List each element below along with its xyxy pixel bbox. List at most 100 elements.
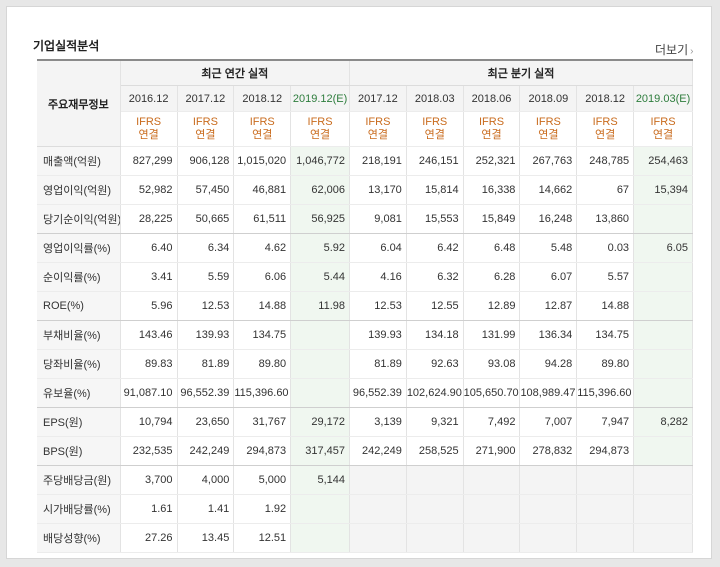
consolidated-label: 연결 xyxy=(481,129,502,141)
table-row: 당기순이익(억원) 28,225 50,665 61,511 56,925 9,081 15… xyxy=(37,204,693,234)
annual-value-cell: 12.53 xyxy=(177,291,235,321)
quarter-value-cell: 5.57 xyxy=(576,262,635,292)
quarter-value-cell: 218,191 xyxy=(349,146,407,176)
consolidated-label: 연결 xyxy=(309,129,331,141)
row-label: 시가배당률(%) xyxy=(37,494,121,524)
quarter-value-cell xyxy=(463,523,521,553)
quarter-value-cell: 7,492 xyxy=(463,407,521,437)
annual-value-cell: 89.83 xyxy=(120,349,178,379)
quarter-value-cell: 16,248 xyxy=(519,204,578,234)
consolidated-label: 연결 xyxy=(195,129,216,141)
quarter-value-cell: 271,900 xyxy=(463,436,521,466)
annual-value-cell: 906,128 xyxy=(177,146,235,176)
annual-value-cell: 317,457 xyxy=(290,436,350,466)
quarter-value-cell: 6.32 xyxy=(406,262,464,292)
table-row: 부채비율(%) 143.46 139.93 134.75 139.93 134.18 131… xyxy=(37,320,693,350)
quarter-value-cell: 81.89 xyxy=(349,349,407,379)
table-row: 유보율(%) 91,087.10 96,552.39 115,396.60 96,552… xyxy=(37,378,693,408)
row-label: 배당성향(%) xyxy=(37,523,121,553)
row-label: 유보율(%) xyxy=(37,378,121,408)
more-link[interactable]: 더보기 › xyxy=(655,41,693,58)
quarter-value-cell xyxy=(633,204,693,234)
annual-value-cell: 1,046,772 xyxy=(290,146,350,176)
quarter-value-cell: 96,552.39 xyxy=(349,378,407,408)
quarter-value-cell xyxy=(576,494,635,524)
table-row: ROE(%) 5.96 12.53 14.88 11.98 12.53 12.55 12.89… xyxy=(37,291,693,321)
annual-value-cell: 3.41 xyxy=(120,262,178,292)
ifrs-label: IFRS xyxy=(136,116,162,128)
quarter-value-cell: 136.34 xyxy=(519,320,578,350)
table-row: BPS(원) 232,535 242,249 294,873 317,457 242,24… xyxy=(37,436,693,466)
annual-value-cell: 57,450 xyxy=(177,175,235,205)
quarter-value-cell: 3,139 xyxy=(349,407,407,437)
quarter-value-cell: 258,525 xyxy=(406,436,464,466)
quarter-value-cell xyxy=(633,320,693,350)
annual-value-cell: 143.46 xyxy=(120,320,178,350)
accounting-basis-header: IFRS 연결 xyxy=(177,111,235,147)
quarter-value-cell: 242,249 xyxy=(349,436,407,466)
quarter-value-cell: 7,947 xyxy=(576,407,635,437)
quarter-value-cell: 15,394 xyxy=(633,175,693,205)
quarter-value-cell: 278,832 xyxy=(519,436,578,466)
annual-value-cell: 139.93 xyxy=(177,320,235,350)
header-group-row: 주요재무정보 최근 연간 실적 최근 분기 실적 xyxy=(37,59,693,147)
annual-value-cell: 4,000 xyxy=(177,465,235,495)
quarter-value-cell xyxy=(519,494,578,524)
content-frame: 기업실적분석 더보기 › 주요재무정보 최근 연간 실적 최근 분기 실적 2016.1… xyxy=(6,6,712,559)
row-label: ROE(%) xyxy=(37,291,121,321)
table-row: 주당배당금(원) 3,700 4,000 5,000 5,144 xyxy=(37,465,693,495)
annual-period-header: 2019.12(E) xyxy=(290,85,350,112)
row-label: 주당배당금(원) xyxy=(37,465,121,495)
quarter-value-cell: 93.08 xyxy=(463,349,521,379)
annual-value-cell: 46,881 xyxy=(233,175,292,205)
accounting-basis-header: IFRS 연결 xyxy=(290,111,350,147)
quarter-value-cell xyxy=(349,523,407,553)
chevron-right-icon: › xyxy=(690,46,694,57)
annual-value-cell: 91,087.10 xyxy=(120,378,178,408)
annual-value-cell: 50,665 xyxy=(177,204,235,234)
quarter-period-header: 2018.12 xyxy=(576,85,635,112)
quarter-value-cell: 13,170 xyxy=(349,175,407,205)
quarter-value-cell: 92.63 xyxy=(406,349,464,379)
quarter-value-cell xyxy=(519,465,578,495)
header-basis-row: IFRS 연결 IFRS 연결 IFRS 연결 IFRS 연결 IFRS 연결 IFRS 연결 IFRS… xyxy=(37,111,693,147)
quarter-value-cell: 139.93 xyxy=(349,320,407,350)
annual-value-cell xyxy=(290,349,350,379)
financial-summary-table: 주요재무정보 최근 연간 실적 최근 분기 실적 2016.12 2017.12 2018… xyxy=(37,59,693,553)
quarter-period-header: 2018.09 xyxy=(519,85,578,112)
annual-value-cell: 23,650 xyxy=(177,407,235,437)
row-label: 당기순이익(억원) xyxy=(37,204,121,234)
annual-value-cell: 61,511 xyxy=(233,204,292,234)
quarter-value-cell: 9,321 xyxy=(406,407,464,437)
accounting-basis-header: IFRS 연결 xyxy=(633,111,693,147)
consolidated-label: 연결 xyxy=(652,129,674,141)
quarter-value-cell xyxy=(406,494,464,524)
annual-value-cell: 81.89 xyxy=(177,349,235,379)
consolidated-label: 연결 xyxy=(252,129,273,141)
quarter-value-cell xyxy=(576,523,635,553)
quarter-value-cell: 12.53 xyxy=(349,291,407,321)
section-title: 기업실적분석 xyxy=(33,39,100,53)
quarter-value-cell xyxy=(633,465,693,495)
accounting-basis-header: IFRS 연결 xyxy=(406,111,464,147)
quarter-value-cell xyxy=(349,465,407,495)
annual-value-cell: 14.88 xyxy=(233,291,292,321)
quarter-value-cell: 102,624.90 xyxy=(406,378,464,408)
annual-value-cell: 1.92 xyxy=(233,494,292,524)
quarter-period-header: 2017.12 xyxy=(349,85,407,112)
annual-value-cell: 115,396.60 xyxy=(233,378,292,408)
quarter-value-cell xyxy=(349,494,407,524)
annual-value-cell: 1.41 xyxy=(177,494,235,524)
quarter-value-cell: 89.80 xyxy=(576,349,635,379)
quarter-value-cell: 12.87 xyxy=(519,291,578,321)
annual-value-cell: 1,015,020 xyxy=(233,146,292,176)
quarter-value-cell: 0.03 xyxy=(576,233,635,263)
accounting-basis-header: IFRS 연결 xyxy=(463,111,521,147)
quarter-value-cell: 15,814 xyxy=(406,175,464,205)
quarter-value-cell: 6.07 xyxy=(519,262,578,292)
accounting-basis-header: IFRS 연결 xyxy=(519,111,578,147)
annual-value-cell: 294,873 xyxy=(233,436,292,466)
quarter-value-cell xyxy=(633,378,693,408)
header-period-row: 2016.12 2017.12 2018.12 2019.12(E) 2017.12 20… xyxy=(37,85,693,112)
ifrs-label: IFRS xyxy=(650,116,676,128)
